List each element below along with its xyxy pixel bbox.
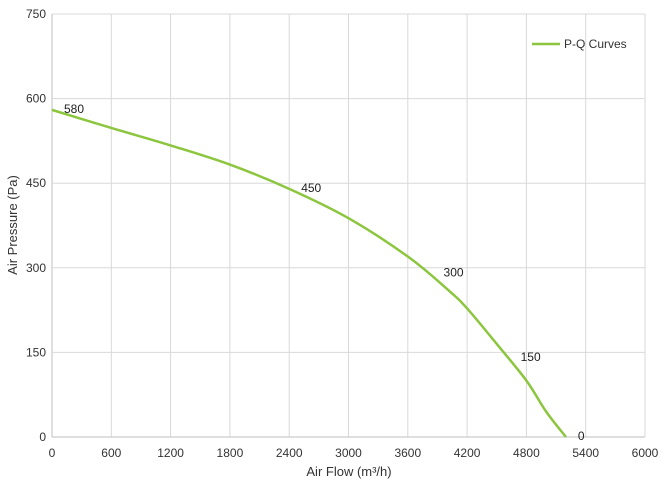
x-tick-label: 3600 [394,446,421,460]
y-tick-label: 150 [26,345,46,359]
y-tick-label: 750 [26,7,46,21]
x-tick-label: 600 [101,446,121,460]
data-label: 150 [521,350,541,364]
data-labels: 580 450 300 150 0 [64,102,585,443]
y-tick-label: 0 [39,430,46,444]
data-label: 450 [301,181,321,195]
y-axis-ticks: 0 150 300 450 600 750 [26,7,46,444]
y-tick-label: 600 [26,92,46,106]
x-tick-label: 4800 [513,446,540,460]
y-tick-label: 450 [26,176,46,190]
series-line-pq-curves [51,108,567,438]
legend: P-Q Curves [532,37,627,51]
x-tick-label: 4200 [454,446,481,460]
y-tick-label: 300 [26,261,46,275]
x-tick-label: 2400 [276,446,303,460]
data-label: 0 [578,429,585,443]
x-tick-label: 5400 [572,446,599,460]
grid [51,13,646,438]
x-tick-label: 0 [49,446,56,460]
x-axis-ticks: 0 600 1200 1800 2400 3000 3600 4200 4800 5400 6000 [49,446,659,460]
data-label: 580 [64,102,84,116]
x-tick-label: 1800 [217,446,244,460]
x-tick-label: 3000 [335,446,362,460]
y-axis-title: Air Pressure (Pa) [5,175,20,275]
x-axis-title: Air Flow (m³/h) [306,464,391,479]
x-tick-label: 1200 [157,446,184,460]
data-label: 300 [444,265,464,279]
legend-label: P-Q Curves [564,37,627,51]
series-group [51,108,567,438]
x-tick-label: 6000 [632,446,659,460]
